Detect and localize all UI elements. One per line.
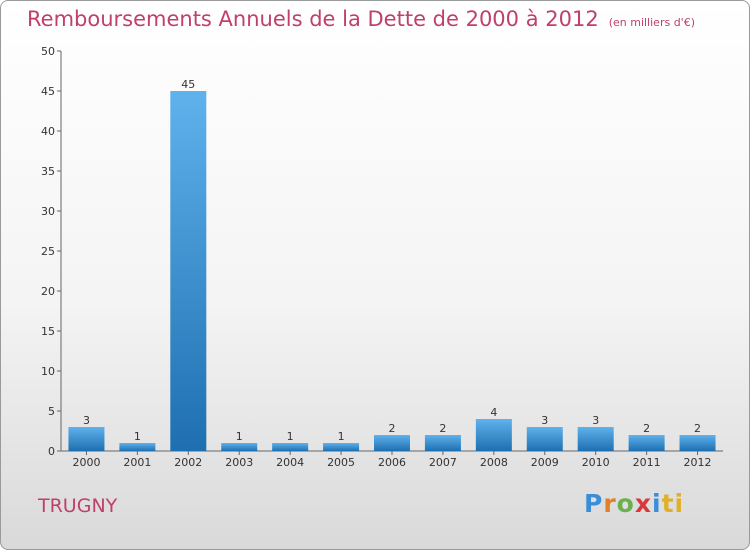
x-tick-label: 2010 xyxy=(582,456,610,469)
x-tick-label: 2003 xyxy=(225,456,253,469)
bar xyxy=(68,427,105,451)
logo-letter: P xyxy=(584,489,604,518)
y-tick-label: 30 xyxy=(41,205,55,218)
bar xyxy=(272,443,309,451)
bar-value-label: 45 xyxy=(181,78,195,91)
bar xyxy=(119,443,156,451)
y-tick-label: 20 xyxy=(41,285,55,298)
chart-subtitle: (en milliers d'€) xyxy=(608,16,695,29)
bar xyxy=(577,427,614,451)
x-tick-label: 2000 xyxy=(72,456,100,469)
chart-title: Remboursements Annuels de la Dette de 20… xyxy=(27,7,695,31)
bar-value-label: 1 xyxy=(134,430,141,443)
bar xyxy=(374,435,410,451)
x-tick-label: 2011 xyxy=(633,456,661,469)
bar-value-label: 1 xyxy=(338,430,345,443)
bar-value-label: 3 xyxy=(592,414,599,427)
bar xyxy=(526,427,563,451)
bar-value-label: 1 xyxy=(287,430,294,443)
y-tick-label: 50 xyxy=(41,45,55,58)
logo-letter: i xyxy=(652,489,662,518)
x-tick-label: 2009 xyxy=(531,456,559,469)
chart-axes xyxy=(57,50,723,455)
x-tick-label: 2007 xyxy=(429,456,457,469)
bar xyxy=(424,435,461,451)
logo-letter: x xyxy=(634,489,652,518)
commune-name: TRUGNY xyxy=(38,495,118,517)
bar-value-label: 2 xyxy=(643,422,650,435)
y-tick-label: 0 xyxy=(48,445,55,458)
proxiti-logo: Proxiti xyxy=(584,489,684,518)
bar xyxy=(170,91,207,451)
logo-letter: o xyxy=(616,489,635,518)
y-tick-label: 15 xyxy=(41,325,55,338)
bar-value-label: 2 xyxy=(389,422,396,435)
logo-letter: ti xyxy=(661,489,685,518)
x-tick-label: 2006 xyxy=(378,456,406,469)
chart-labels: 0 5 10 15 20 25 30 35 40 45 50 2000 3 2001 1 2002 45 2003… xyxy=(41,45,712,469)
y-tick-label: 5 xyxy=(48,405,55,418)
x-tick-label: 2004 xyxy=(276,456,304,469)
chart-bars xyxy=(68,91,716,451)
y-tick-label: 40 xyxy=(41,125,55,138)
x-tick-label: 2012 xyxy=(684,456,712,469)
x-tick-label: 2002 xyxy=(174,456,202,469)
bar xyxy=(221,443,258,451)
bar-value-label: 2 xyxy=(439,422,446,435)
bar-value-label: 3 xyxy=(83,414,90,427)
bar-value-label: 1 xyxy=(236,430,243,443)
logo-letter: r xyxy=(603,489,617,518)
bar xyxy=(628,435,665,451)
bar xyxy=(475,419,512,451)
bar-value-label: 2 xyxy=(694,422,701,435)
bar xyxy=(679,435,716,451)
y-tick-label: 25 xyxy=(41,245,55,258)
y-tick-label: 45 xyxy=(41,85,55,98)
chart-title-text: Remboursements Annuels de la Dette de 20… xyxy=(27,7,599,31)
y-tick-label: 10 xyxy=(41,365,55,378)
bar-value-label: 4 xyxy=(490,406,497,419)
x-tick-label: 2001 xyxy=(123,456,151,469)
bar xyxy=(323,443,360,451)
x-tick-label: 2008 xyxy=(480,456,508,469)
y-tick-label: 35 xyxy=(41,165,55,178)
bar-value-label: 3 xyxy=(541,414,548,427)
x-tick-label: 2005 xyxy=(327,456,355,469)
